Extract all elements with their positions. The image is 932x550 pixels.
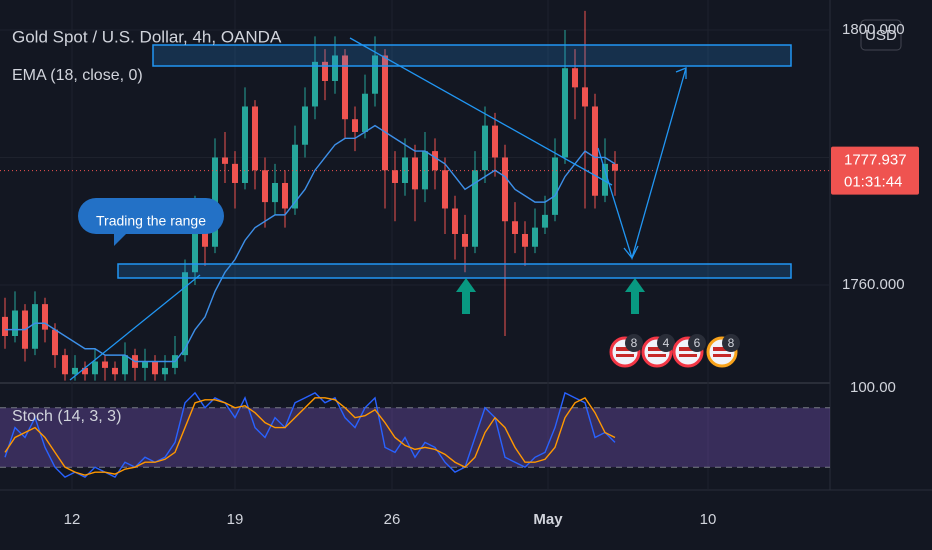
- candle-body: [512, 221, 518, 234]
- arrow-head: [623, 245, 639, 260]
- candle-body: [232, 163, 238, 183]
- currency-button[interactable]: [860, 19, 902, 51]
- x-tick-label: 26: [384, 511, 401, 528]
- candle-body: [142, 361, 148, 368]
- y-tick-label: 1760.000: [842, 276, 905, 293]
- x-tick-label: 10: [700, 511, 717, 528]
- candle-body: [152, 361, 158, 375]
- candle-body: [72, 367, 78, 375]
- candle-body: [552, 157, 558, 215]
- candle-body: [562, 68, 568, 158]
- candle-body: [572, 68, 578, 88]
- event-count-bg: [722, 334, 740, 352]
- candle-body: [472, 170, 478, 247]
- candle-body: [442, 170, 448, 209]
- candle-body: [182, 272, 188, 356]
- trend-line: [69, 274, 201, 381]
- candle-body: [282, 182, 288, 209]
- trend-line: [349, 37, 613, 186]
- candle-body: [432, 151, 438, 171]
- candle-body: [462, 233, 468, 247]
- up-arrow: [625, 278, 645, 314]
- y2-tick-label: 100.00: [850, 379, 896, 396]
- x-tick-label: 12: [64, 511, 81, 528]
- resistance-zone: [152, 44, 792, 67]
- stoch-line: [4, 396, 616, 476]
- candle-body: [272, 182, 278, 203]
- x-tick-label: 19: [227, 511, 244, 528]
- candle-body: [352, 119, 358, 132]
- candle-body: [12, 310, 18, 337]
- candle-body: [582, 87, 588, 107]
- candle-body: [502, 157, 508, 222]
- candle-body: [122, 355, 128, 375]
- event-count-bg: [625, 334, 643, 352]
- candle-body: [532, 227, 538, 247]
- candle-body: [252, 106, 258, 171]
- candle-body: [452, 208, 458, 234]
- countdown: 01:31:44: [844, 174, 902, 191]
- candle-body: [322, 61, 328, 81]
- candle-body: [82, 367, 88, 375]
- candle-body: [412, 157, 418, 190]
- event-count: 8: [728, 336, 735, 350]
- candle-body: [52, 329, 58, 356]
- candle-body: [542, 214, 548, 228]
- candle-body: [602, 163, 608, 196]
- candle-body: [332, 55, 338, 81]
- candle-body: [242, 106, 248, 183]
- candle-body: [192, 221, 198, 273]
- candle-body: [32, 304, 38, 349]
- x-tick-label: May: [533, 511, 563, 528]
- candle-body: [42, 304, 48, 330]
- currency-label[interactable]: USD: [865, 27, 897, 44]
- candle-body: [392, 170, 398, 183]
- ema-label: EMA (18, close, 0): [12, 67, 143, 84]
- candle-body: [2, 316, 8, 337]
- candle-body: [592, 106, 598, 196]
- candle-body: [482, 125, 488, 171]
- last-price: 1777.937: [844, 152, 907, 169]
- callout-text: Trading the range: [96, 213, 206, 229]
- stoch-label: Stoch (14, 3, 3): [12, 408, 121, 425]
- callout: [78, 198, 224, 246]
- event-count: 6: [694, 336, 701, 350]
- arrow-head: [675, 67, 687, 79]
- up-arrow: [456, 278, 476, 314]
- candle-body: [362, 93, 368, 132]
- candle-body: [372, 55, 378, 94]
- symbol-title: Gold Spot / U.S. Dollar, 4h, OANDA: [12, 27, 282, 46]
- candle-body: [92, 361, 98, 375]
- ema-line: [5, 124, 616, 363]
- candle-body: [292, 144, 298, 209]
- y-tick-label: 1800.000: [842, 21, 905, 38]
- plot: [0, 0, 830, 490]
- event-count-bg: [688, 334, 706, 352]
- event-count: 4: [663, 336, 670, 350]
- candle-body: [222, 157, 228, 164]
- candle-body: [522, 233, 528, 247]
- candle-body: [342, 55, 348, 120]
- candle-body: [492, 125, 498, 158]
- candle-body: [102, 361, 108, 368]
- candle-body: [612, 163, 618, 171]
- candle-body: [262, 170, 268, 203]
- candle-body: [312, 61, 318, 107]
- support-zone: [117, 263, 792, 279]
- candle-body: [112, 367, 118, 375]
- event-count: 8: [631, 336, 638, 350]
- drawings: Trading the range: [69, 37, 792, 381]
- candle-body: [62, 355, 68, 375]
- candle-body: [382, 55, 388, 171]
- candle-body: [162, 367, 168, 375]
- price-tag: [831, 146, 919, 195]
- event-count-bg: [657, 334, 675, 352]
- candle-body: [302, 106, 308, 145]
